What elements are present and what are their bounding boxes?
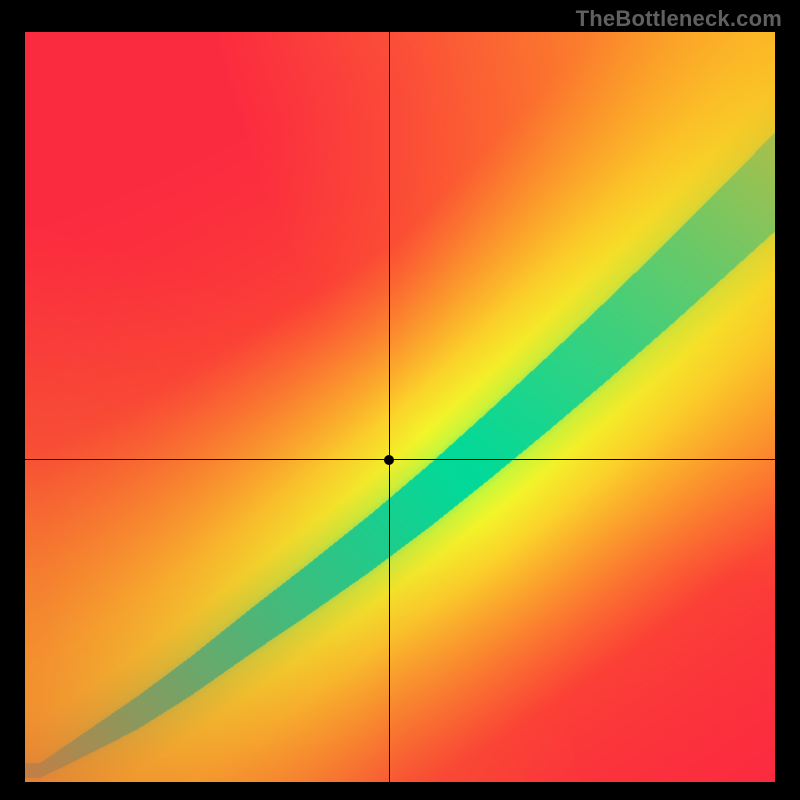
crosshair-marker [384, 455, 394, 465]
crosshair-vertical [389, 32, 391, 782]
crosshair-horizontal [25, 459, 775, 461]
heatmap-canvas [25, 32, 775, 782]
watermark-text: TheBottleneck.com [576, 6, 782, 32]
heatmap-chart [25, 32, 775, 782]
